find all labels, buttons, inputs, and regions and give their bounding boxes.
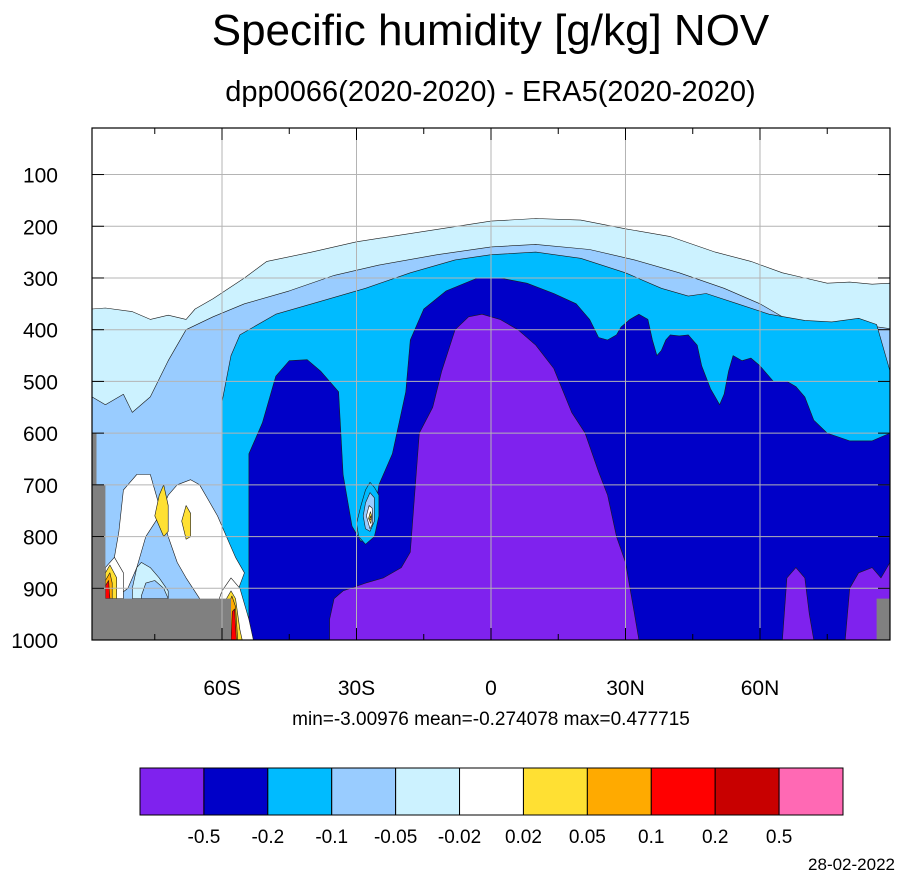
axis-ticks: 60S 30S 0 30N 60N 100 200 300 400 500 600 700 800 900… — [11, 128, 890, 700]
colorbar-label: 0.2 — [702, 827, 728, 848]
y-tick-label: 900 — [23, 578, 58, 601]
colorbar-label: 0.5 — [766, 827, 792, 848]
colorbar-swatch-5 — [459, 767, 524, 816]
y-tick-label: 1000 — [11, 630, 58, 653]
colorbar-swatch-6 — [522, 767, 588, 816]
y-tick-label: 800 — [23, 527, 58, 550]
colorbar-label: -0.5 — [188, 827, 221, 848]
missing-data-region-1 — [876, 598, 890, 640]
chart-subtitle: dpp0066(2020-2020) - ERA5(2020-2020) — [225, 76, 756, 108]
y-tick-label: 400 — [23, 320, 58, 343]
colorbar-label: -0.2 — [251, 827, 284, 848]
colorbar-label: -0.02 — [438, 827, 481, 848]
x-tick-label: 30N — [606, 677, 645, 700]
grid-lines — [92, 128, 890, 640]
colorbar-label: -0.1 — [315, 827, 348, 848]
colorbar-swatch-7 — [586, 767, 652, 816]
y-tick-label: 600 — [23, 423, 58, 446]
colorbar: -0.5 -0.2 -0.1 -0.05 -0.02 0.02 0.05 0.1 0.2 0.5 — [139, 767, 844, 848]
y-tick-label: 700 — [23, 475, 58, 498]
colorbar-label: 0.05 — [569, 827, 606, 848]
colorbar-swatch-2 — [267, 767, 333, 816]
contour-region-11 — [369, 515, 372, 521]
colorbar-swatch-1 — [203, 767, 269, 816]
colorbar-swatch-0 — [139, 767, 205, 816]
y-tick-label: 100 — [23, 165, 58, 188]
missing-data-region-0 — [92, 433, 231, 640]
x-tick-label: 0 — [485, 677, 497, 700]
colorbar-swatch-10 — [778, 767, 844, 816]
x-tick-label: 60N — [741, 677, 780, 700]
y-tick-label: 200 — [23, 216, 58, 239]
colorbar-label: -0.05 — [374, 827, 417, 848]
colorbar-label: 0.1 — [638, 827, 664, 848]
colorbar-swatch-4 — [395, 767, 461, 816]
plot-area — [91, 128, 891, 641]
x-tick-label: 60S — [203, 677, 240, 700]
colorbar-label: 0.02 — [505, 827, 542, 848]
chart-title: Specific humidity [g/kg] NOV — [211, 6, 770, 55]
stats-line: min=-3.00976 mean=-0.274078 max=0.477715 — [292, 709, 690, 730]
y-tick-label: 300 — [23, 268, 58, 291]
colorbar-swatch-3 — [331, 767, 397, 816]
colorbar-swatch-8 — [650, 767, 716, 816]
y-tick-label: 500 — [23, 371, 58, 394]
date-stamp: 28-02-2022 — [808, 855, 895, 874]
x-tick-label: 30S — [338, 677, 375, 700]
colorbar-swatch-9 — [714, 767, 780, 816]
